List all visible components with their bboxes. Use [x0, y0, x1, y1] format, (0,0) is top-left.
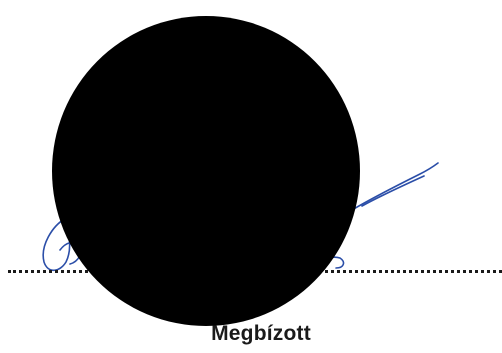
redaction-circle: [52, 16, 360, 326]
signatory-role-label: Megbízott: [211, 322, 311, 345]
